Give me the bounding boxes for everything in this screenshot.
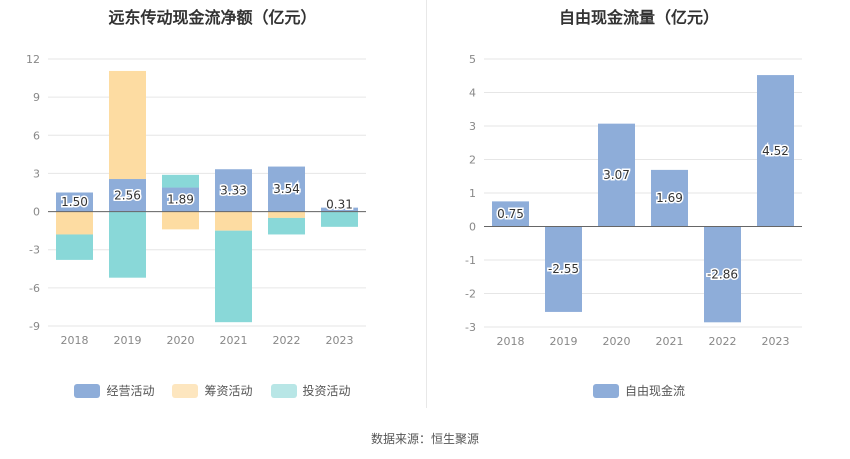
chart-title: 远东传动现金流净额（亿元）: [108, 8, 317, 27]
y-tick-label: 4: [469, 87, 476, 100]
bar-free-cashflow: [545, 226, 582, 312]
data-label: 1.50: [61, 195, 88, 209]
y-tick-label: 0: [33, 206, 40, 219]
chart-legend: 经营活动 筹资活动 投资活动: [0, 382, 425, 399]
x-tick-label: 2022: [273, 334, 301, 347]
x-tick-label: 2020: [167, 334, 195, 347]
legend-swatch-financing: [172, 383, 199, 398]
bar-free-cashflow: [704, 226, 741, 323]
y-tick-label: 3: [469, 120, 476, 133]
bar-financing: [162, 211, 199, 230]
x-tick-label: 2019: [114, 334, 142, 347]
bar-financing: [56, 211, 93, 235]
data-source-footer: 数据来源：恒生聚源: [370, 432, 479, 446]
data-label: 1.69: [656, 191, 683, 205]
chart-legend: 自由现金流: [428, 382, 850, 399]
y-tick-label: -3: [29, 244, 40, 257]
bar-financing: [215, 211, 252, 231]
legend-item-financing[interactable]: 筹资活动: [172, 382, 253, 399]
data-label: 1.89: [167, 193, 194, 207]
free-cashflow-chart-panel: 自由现金流量（亿元） 5 4 3 2 1 0 -1 -2 -3 2018 2019 2020 2021 2…: [428, 0, 850, 420]
y-tick-label: -1: [465, 254, 476, 267]
bar-operating: [109, 179, 146, 212]
y-tick-label: 2: [469, 154, 476, 167]
legend-item-operating[interactable]: 经营活动: [74, 382, 154, 399]
panel-divider: [426, 0, 427, 408]
bar-free-cashflow: [492, 201, 529, 227]
bar-operating: [162, 187, 199, 212]
chart-title: 自由现金流量（亿元）: [558, 8, 719, 27]
legend-swatch-investing: [270, 383, 297, 398]
bar-free-cashflow: [598, 123, 635, 227]
y-tick-label: 5: [469, 53, 476, 66]
x-tick-label: 2018: [61, 334, 89, 347]
y-tick-label: -6: [29, 282, 40, 295]
x-tick-label: 2018: [497, 335, 525, 348]
free-cashflow-chart: 5 4 3 2 1 0 -1 -2 -3 2018 2019 2020 2021 2022 2023 0.75…: [465, 53, 802, 348]
x-tick-label: 2020: [603, 335, 631, 348]
x-tick-label: 2022: [709, 335, 737, 348]
bar-investing: [162, 174, 199, 188]
bar-investing: [109, 211, 146, 278]
data-label: 2.56: [114, 188, 141, 202]
data-label: -2.55: [548, 262, 579, 276]
bar-free-cashflow: [757, 75, 794, 227]
data-label: 3.54: [273, 182, 300, 196]
y-tick-label: 12: [26, 53, 40, 66]
y-tick-label: 9: [33, 91, 40, 104]
data-label: 3.33: [220, 183, 247, 197]
legend-swatch-operating: [74, 383, 101, 398]
bar-operating: [321, 207, 358, 212]
x-tick-label: 2021: [656, 335, 684, 348]
x-tick-label: 2019: [550, 335, 578, 348]
data-label: 0.31: [326, 198, 353, 212]
bar-investing: [56, 234, 93, 260]
x-tick-label: 2023: [326, 334, 354, 347]
y-tick-label: 6: [33, 129, 40, 142]
y-tick-label: -2: [465, 288, 476, 301]
y-tick-label: -3: [465, 321, 476, 334]
x-tick-label: 2021: [220, 334, 248, 347]
bar-investing: [268, 217, 305, 235]
data-label: 3.07: [603, 168, 630, 182]
data-label: 4.52: [762, 144, 789, 158]
legend-swatch-free-cashflow: [592, 383, 619, 398]
bar-operating: [215, 169, 252, 212]
y-tick-label: 1: [469, 187, 476, 200]
bar-investing: [321, 211, 358, 227]
data-label: 0.75: [497, 207, 524, 221]
bar-operating: [56, 192, 93, 212]
cashflow-net-chart-panel: 远东传动现金流净额（亿元） 12 9 6 3 0 -3 -6 -9 2018 2019 2020 20…: [0, 0, 425, 420]
cashflow-net-chart: 12 9 6 3 0 -3 -6 -9 2018 2019 2020 2021 2022 2023 1.50…: [26, 53, 366, 347]
legend-label: 投资活动: [302, 384, 351, 398]
x-tick-label: 2023: [762, 335, 790, 348]
bar-investing: [215, 230, 252, 323]
y-tick-label: 3: [33, 167, 40, 180]
legend-item-free-cashflow[interactable]: 自由现金流: [592, 382, 685, 399]
data-label: -2.86: [707, 267, 738, 281]
bar-financing: [268, 211, 305, 218]
legend-item-investing[interactable]: 投资活动: [270, 382, 351, 399]
legend-label: 筹资活动: [204, 384, 253, 398]
bar-financing: [109, 70, 146, 180]
legend-label: 经营活动: [106, 384, 155, 398]
y-tick-label: -9: [29, 320, 40, 333]
legend-label: 自由现金流: [624, 384, 685, 398]
bar-operating: [268, 166, 305, 212]
y-tick-label: 0: [469, 221, 476, 234]
bar-free-cashflow: [651, 169, 688, 227]
